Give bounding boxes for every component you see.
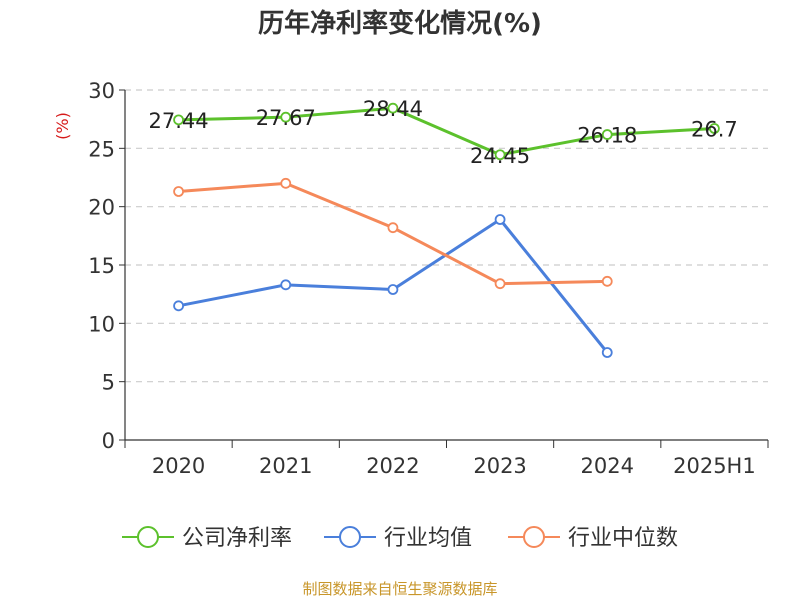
x-tick-label: 2020: [152, 454, 205, 478]
data-point: [173, 114, 184, 126]
y-tick-label: 25: [88, 137, 115, 161]
data-label: 27.67: [256, 106, 316, 130]
series-layer: [173, 102, 720, 358]
data-point: [494, 214, 506, 225]
label-layer: 27.44 27.67 28.44 24.45 26.18 26.7: [149, 97, 738, 168]
series-line: [178, 106, 715, 157]
data-label: 26.7: [691, 118, 738, 142]
data-label: 27.44: [149, 109, 209, 133]
data-point: [387, 284, 399, 295]
legend-label: 行业中位数: [568, 526, 678, 551]
data-point: [280, 111, 292, 123]
legend-label: 行业均值: [384, 526, 472, 551]
data-point: [601, 347, 613, 358]
series-line: [178, 181, 608, 286]
y-tick-label: 5: [102, 371, 115, 395]
legend-marker: [137, 526, 159, 548]
data-label: 26.18: [577, 124, 637, 148]
data-point: [387, 222, 399, 234]
data-point: [280, 177, 292, 189]
legend-marker: [523, 526, 545, 548]
y-tick-label: 30: [88, 79, 115, 103]
data-point: [601, 129, 613, 140]
grid-layer: [125, 89, 768, 383]
data-point: [280, 279, 292, 291]
x-tick-label: 2023: [473, 454, 526, 478]
data-point: [601, 275, 613, 287]
data-point: [173, 300, 184, 312]
data-point: [494, 149, 506, 161]
source-footer: 制图数据来自恒生聚源数据库: [302, 580, 497, 598]
data-point: [173, 186, 184, 197]
x-tick-label: 2022: [366, 454, 419, 478]
legend-marker: [339, 526, 361, 548]
y-tick-label: 15: [88, 254, 115, 278]
data-label: 28.44: [363, 97, 423, 121]
chart-title: 历年净利率变化情况(%): [258, 8, 542, 39]
data-label: 24.45: [470, 144, 530, 168]
legend[interactable]: 公司净利率 行业均值 行业中位数: [122, 526, 678, 551]
x-tick-label: 2024: [581, 454, 634, 478]
x-tick-label: 2021: [259, 454, 312, 478]
y-tick-label: 10: [88, 312, 115, 336]
data-point: [387, 102, 399, 114]
axis-layer: 0 5 10 15 20 25 30 2020 2021 2022 2023 2024 2025H1: [88, 79, 769, 478]
data-point: [709, 123, 720, 134]
y-tick-label: 20: [88, 196, 115, 220]
legend-item[interactable]: 公司净利率: [122, 526, 292, 551]
data-point: [494, 278, 506, 290]
legend-item[interactable]: 行业中位数: [508, 526, 678, 551]
y-tick-label: 0: [102, 429, 115, 453]
legend-label: 公司净利率: [182, 526, 292, 551]
x-tick-label: 2025H1: [673, 454, 756, 478]
legend-item[interactable]: 行业均值: [324, 526, 472, 551]
y-axis-label: (%): [53, 112, 72, 140]
